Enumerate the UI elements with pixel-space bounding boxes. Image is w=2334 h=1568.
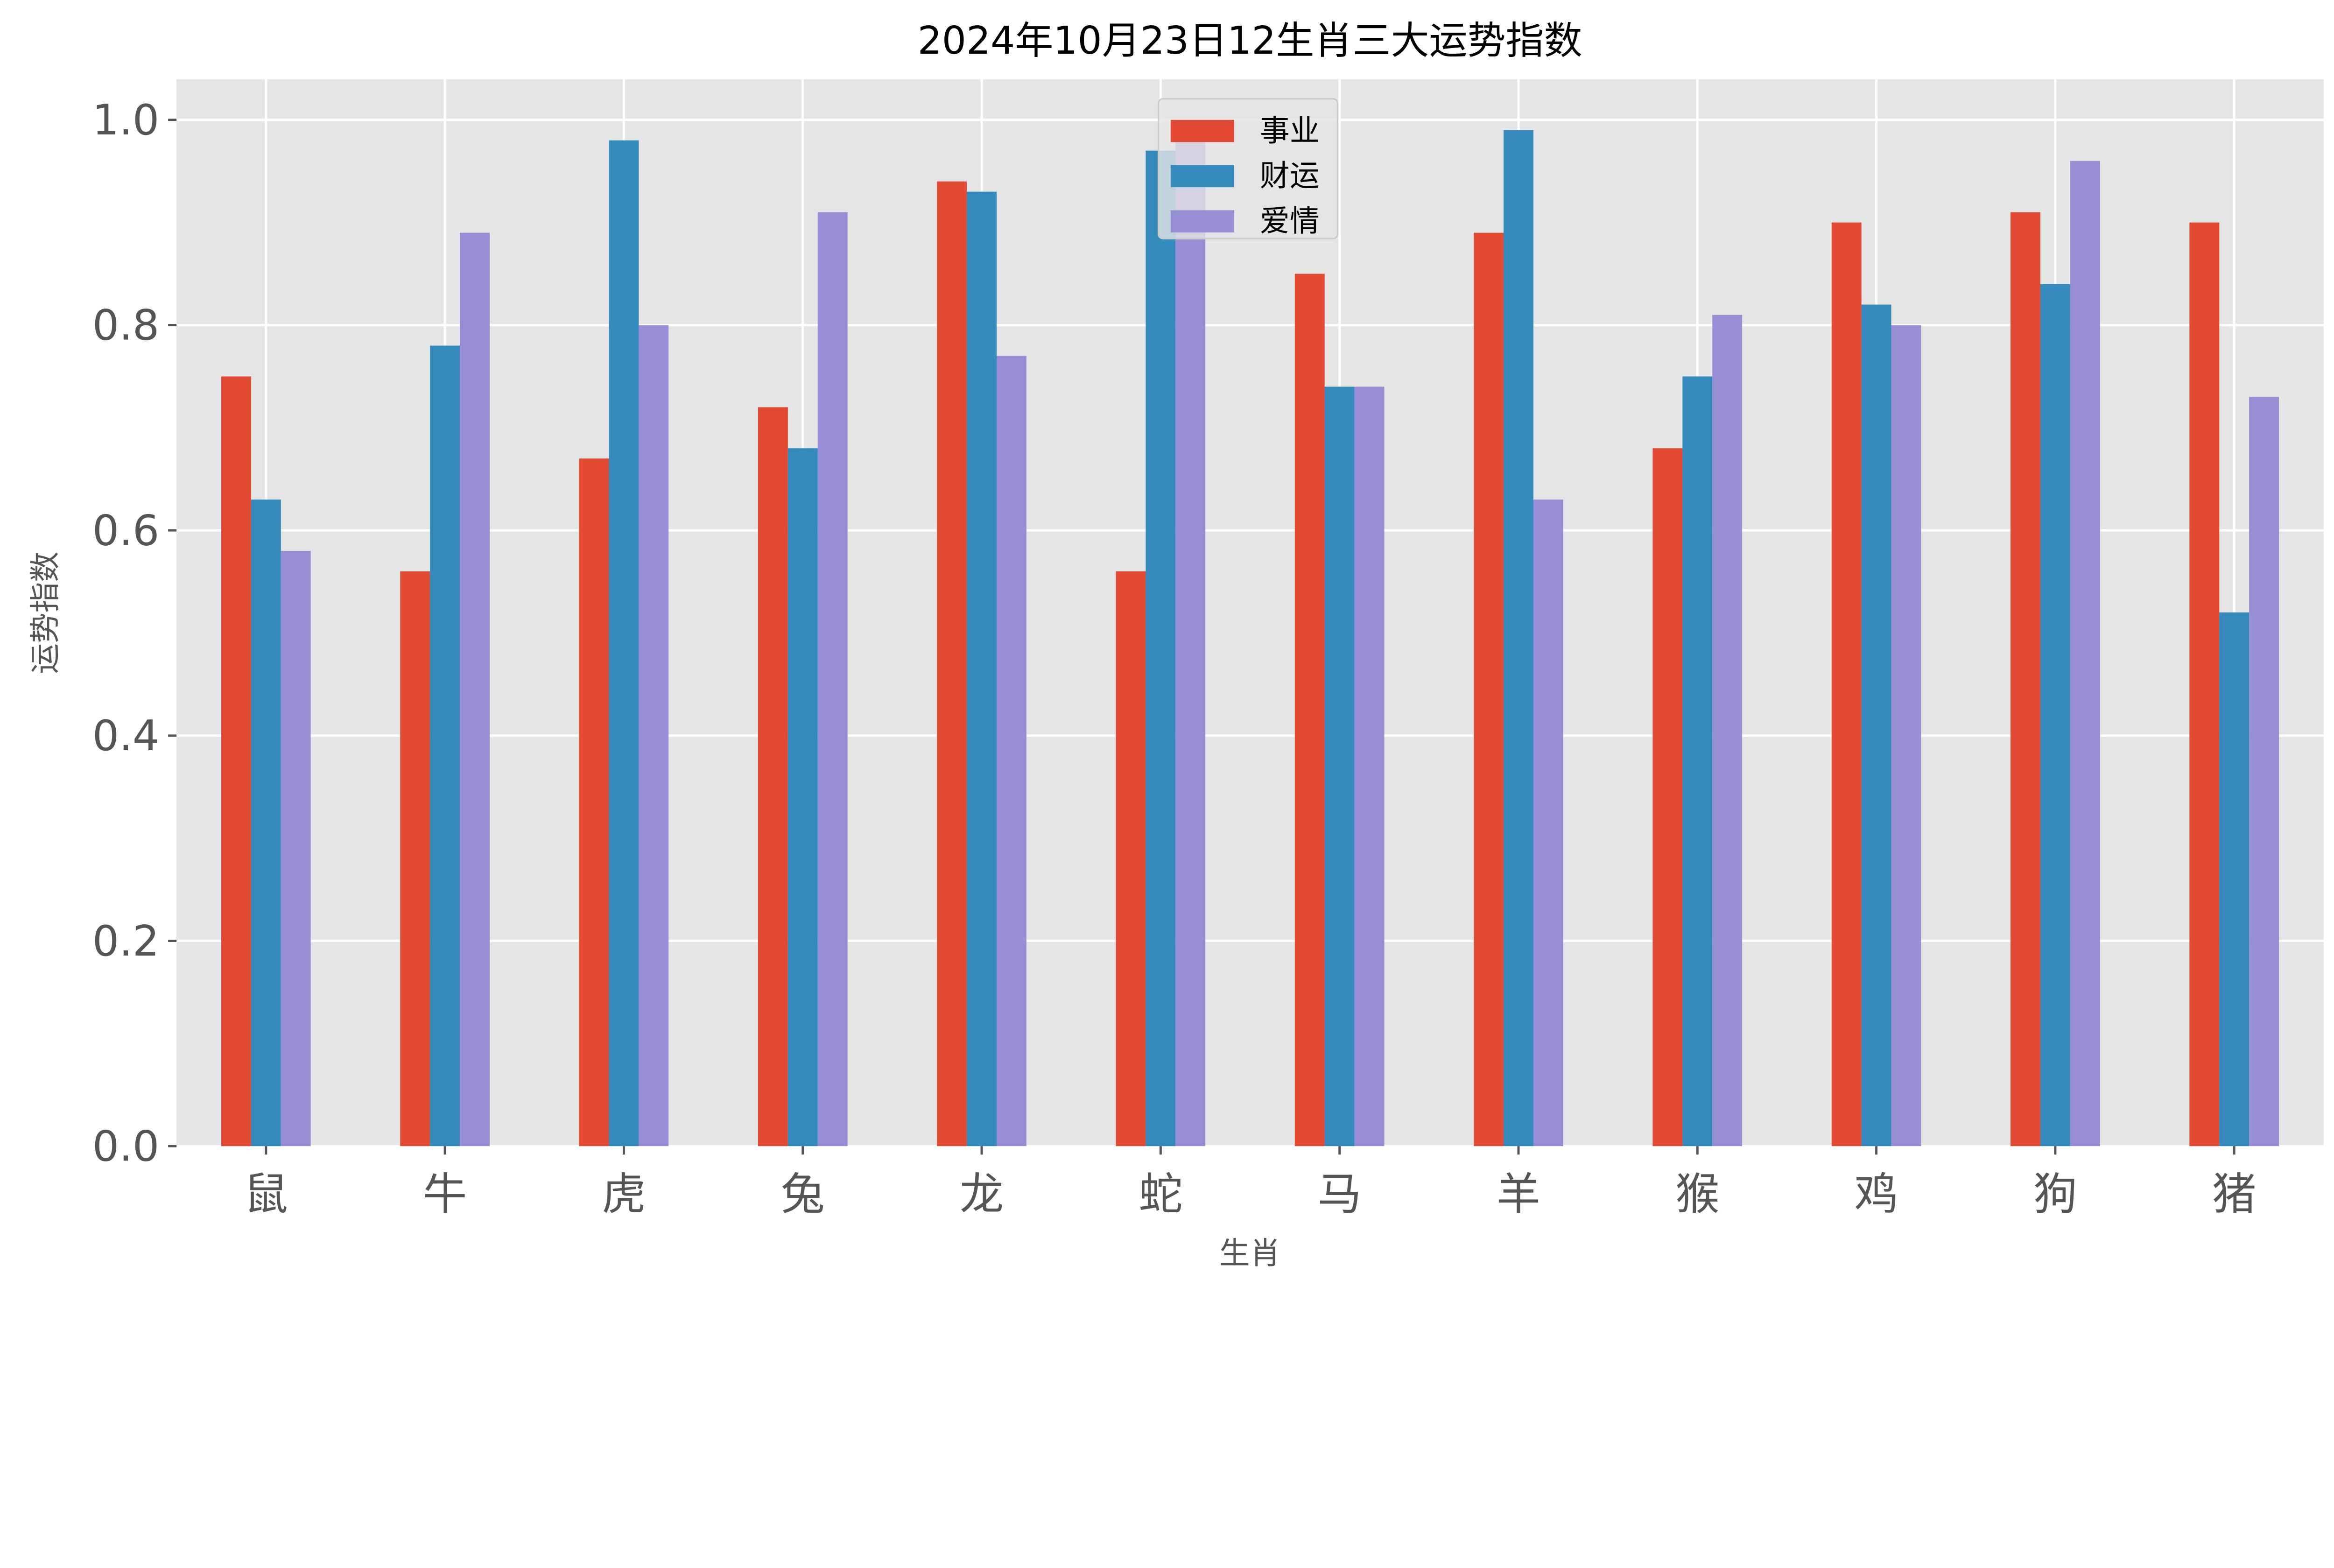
bar-事业-鸡 (1831, 222, 1862, 1146)
bar-爱情-蛇 (1175, 140, 1206, 1146)
bar-爱情-猴 (1712, 315, 1743, 1146)
x-tick-label: 牛 (423, 1169, 467, 1220)
bar-财运-牛 (430, 345, 460, 1146)
bar-事业-蛇 (1116, 571, 1146, 1146)
y-tick-label: 1.0 (92, 96, 159, 145)
y-axis-ticks: 0.0 0.2 0.4 0.6 0.8 1.0 (92, 96, 177, 1171)
bar-财运-猴 (1682, 376, 1713, 1146)
bar-爱情-猪 (2249, 397, 2279, 1146)
bar-财运-羊 (1504, 130, 1533, 1146)
bar-爱情-虎 (639, 325, 669, 1146)
bar-事业-狗 (2011, 212, 2040, 1146)
bar-财运-蛇 (1146, 150, 1176, 1146)
x-tick-label: 狗 (2033, 1169, 2077, 1220)
x-tick-label: 兔 (781, 1169, 825, 1220)
bar-爱情-牛 (460, 232, 490, 1146)
legend-swatch (1170, 120, 1234, 142)
bar-爱情-兔 (817, 212, 848, 1146)
bar-事业-兔 (758, 407, 788, 1146)
y-tick-label: 0.8 (92, 301, 159, 350)
legend-swatch (1170, 210, 1234, 232)
x-tick-label: 蛇 (1139, 1169, 1182, 1220)
y-axis-label: 运势指数 (28, 551, 63, 674)
bars (221, 130, 2279, 1146)
bar-事业-龙 (937, 181, 967, 1146)
x-tick-label: 马 (1317, 1169, 1361, 1220)
bar-爱情-马 (1354, 387, 1385, 1146)
legend-label: 事业 (1260, 114, 1320, 148)
chart-title: 2024年10月23日12生肖三大运势指数 (918, 19, 1582, 63)
bar-财运-狗 (2040, 284, 2070, 1146)
bar-爱情-狗 (2070, 161, 2100, 1146)
bar-财运-马 (1324, 387, 1355, 1146)
bar-事业-猪 (2189, 222, 2220, 1146)
bar-chart: 0.0 0.2 0.4 0.6 0.8 1.0 鼠 牛 虎 兔 龙 蛇 马 羊 猴 鸡 狗 猪 2024年10月… (28, 19, 2324, 1271)
x-tick-label: 鼠 (244, 1169, 288, 1220)
bar-财运-龙 (967, 191, 997, 1146)
x-tick-label: 鸡 (1854, 1169, 1898, 1220)
x-axis-ticks: 鼠牛虎兔龙蛇马羊猴鸡狗猪 (244, 1146, 2256, 1220)
bar-事业-马 (1294, 274, 1325, 1146)
bar-财运-鸡 (1861, 304, 1891, 1146)
bar-财运-虎 (609, 140, 639, 1146)
x-tick-label: 羊 (1497, 1169, 1540, 1220)
y-tick-label: 0.6 (92, 506, 159, 555)
bar-事业-羊 (1474, 232, 1504, 1146)
y-tick-label: 0.0 (92, 1122, 159, 1171)
legend-label: 爱情 (1260, 204, 1320, 239)
y-tick-label: 0.2 (92, 917, 159, 966)
bar-财运-鼠 (251, 499, 281, 1146)
y-tick-label: 0.4 (92, 711, 159, 760)
bar-爱情-龙 (996, 356, 1026, 1146)
bar-事业-猴 (1652, 448, 1683, 1146)
x-tick-label: 猴 (1675, 1169, 1719, 1220)
x-tick-label: 龙 (960, 1169, 1004, 1220)
legend-swatch (1170, 165, 1234, 188)
x-tick-label: 虎 (602, 1169, 646, 1220)
bar-财运-猪 (2219, 612, 2250, 1146)
x-axis-label: 生肖 (1219, 1236, 1280, 1271)
bar-爱情-羊 (1533, 499, 1563, 1146)
bar-事业-鼠 (221, 376, 251, 1146)
bar-爱情-鼠 (281, 551, 311, 1146)
bar-爱情-鸡 (1891, 325, 1921, 1146)
bar-事业-虎 (579, 458, 609, 1146)
bar-财运-兔 (787, 448, 818, 1146)
plot-background (176, 79, 2324, 1146)
legend-label: 财运 (1260, 159, 1320, 194)
bar-事业-牛 (400, 571, 430, 1146)
x-tick-label: 猪 (2212, 1169, 2256, 1220)
